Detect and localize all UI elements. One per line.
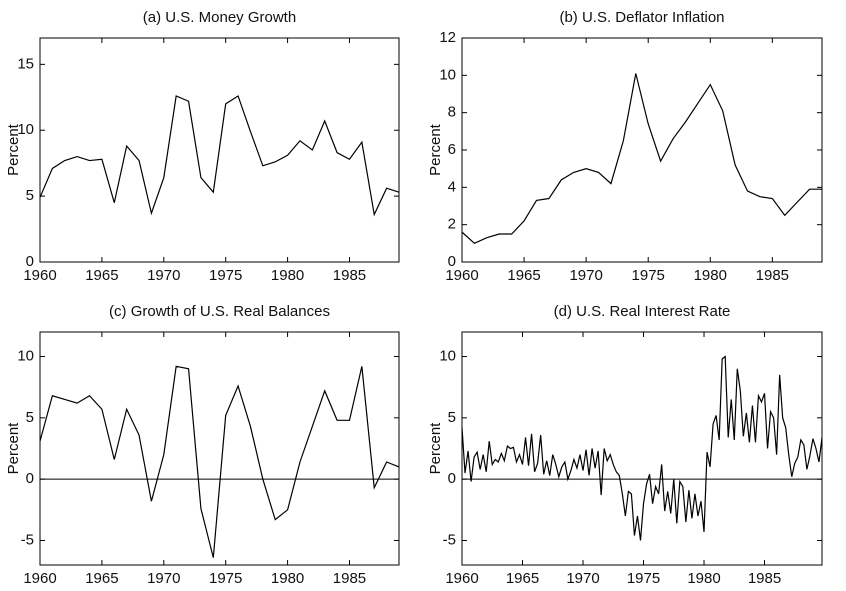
x-tick-label: 1985 <box>756 267 789 284</box>
x-tick-label: 1985 <box>333 570 366 587</box>
x-tick-label: 1975 <box>209 570 242 587</box>
chart-title: (b) U.S. Deflator Inflation <box>559 9 724 26</box>
y-tick-label: 2 <box>448 216 456 233</box>
x-tick-label: 1970 <box>147 570 180 587</box>
x-tick-label: 1960 <box>445 267 478 284</box>
chart-title: (c) Growth of U.S. Real Balances <box>109 303 330 320</box>
y-axis-label: Percent <box>5 123 22 176</box>
data-line <box>39 365 400 558</box>
y-tick-label: 0 <box>448 470 456 487</box>
x-tick-label: 1980 <box>694 267 727 284</box>
x-tick-label: 1960 <box>23 267 56 284</box>
y-tick-label: 8 <box>448 104 456 121</box>
x-tick-label: 1960 <box>445 570 478 587</box>
plot-frame <box>461 37 823 263</box>
data-line <box>461 73 822 245</box>
plot-frame <box>39 331 400 566</box>
data-line <box>39 95 400 217</box>
x-tick-label: 1960 <box>23 570 56 587</box>
y-axis-label: Percent <box>5 422 22 475</box>
y-tick-label: -5 <box>443 531 456 548</box>
y-tick-label: 4 <box>448 178 456 195</box>
x-tick-label: 1980 <box>271 267 304 284</box>
plot-frame <box>461 331 823 566</box>
x-tick-label: 1975 <box>627 570 660 587</box>
y-tick-label: 5 <box>448 409 456 426</box>
x-tick-label: 1970 <box>566 570 599 587</box>
y-tick-label: 10 <box>439 66 456 83</box>
x-tick-label: 1980 <box>271 570 304 587</box>
y-tick-label: 5 <box>26 409 34 426</box>
x-tick-label: 1970 <box>147 267 180 284</box>
y-tick-label: -5 <box>21 531 34 548</box>
y-axis-label: Percent <box>427 422 444 475</box>
y-tick-label: 0 <box>448 253 456 270</box>
y-tick-label: 10 <box>439 347 456 364</box>
y-tick-label: 6 <box>448 141 456 158</box>
x-tick-label: 1985 <box>333 267 366 284</box>
x-tick-label: 1985 <box>748 570 781 587</box>
y-tick-label: 12 <box>439 29 456 46</box>
y-tick-label: 5 <box>26 187 34 204</box>
x-tick-label: 1975 <box>209 267 242 284</box>
y-tick-label: 10 <box>17 347 34 364</box>
data-line <box>461 355 823 541</box>
y-axis-label: Percent <box>427 123 444 176</box>
x-tick-label: 1965 <box>85 267 118 284</box>
x-tick-label: 1965 <box>507 267 540 284</box>
x-tick-label: 1975 <box>632 267 665 284</box>
plot-frame <box>39 37 400 263</box>
chart-title: (a) U.S. Money Growth <box>143 9 296 26</box>
x-tick-label: 1980 <box>687 570 720 587</box>
y-tick-label: 10 <box>17 121 34 138</box>
y-tick-label: 15 <box>17 55 34 72</box>
x-tick-label: 1970 <box>569 267 602 284</box>
y-tick-label: 0 <box>26 470 34 487</box>
x-tick-label: 1965 <box>506 570 539 587</box>
chart-title: (d) U.S. Real Interest Rate <box>554 303 731 320</box>
x-tick-label: 1965 <box>85 570 118 587</box>
y-tick-label: 0 <box>26 253 34 270</box>
